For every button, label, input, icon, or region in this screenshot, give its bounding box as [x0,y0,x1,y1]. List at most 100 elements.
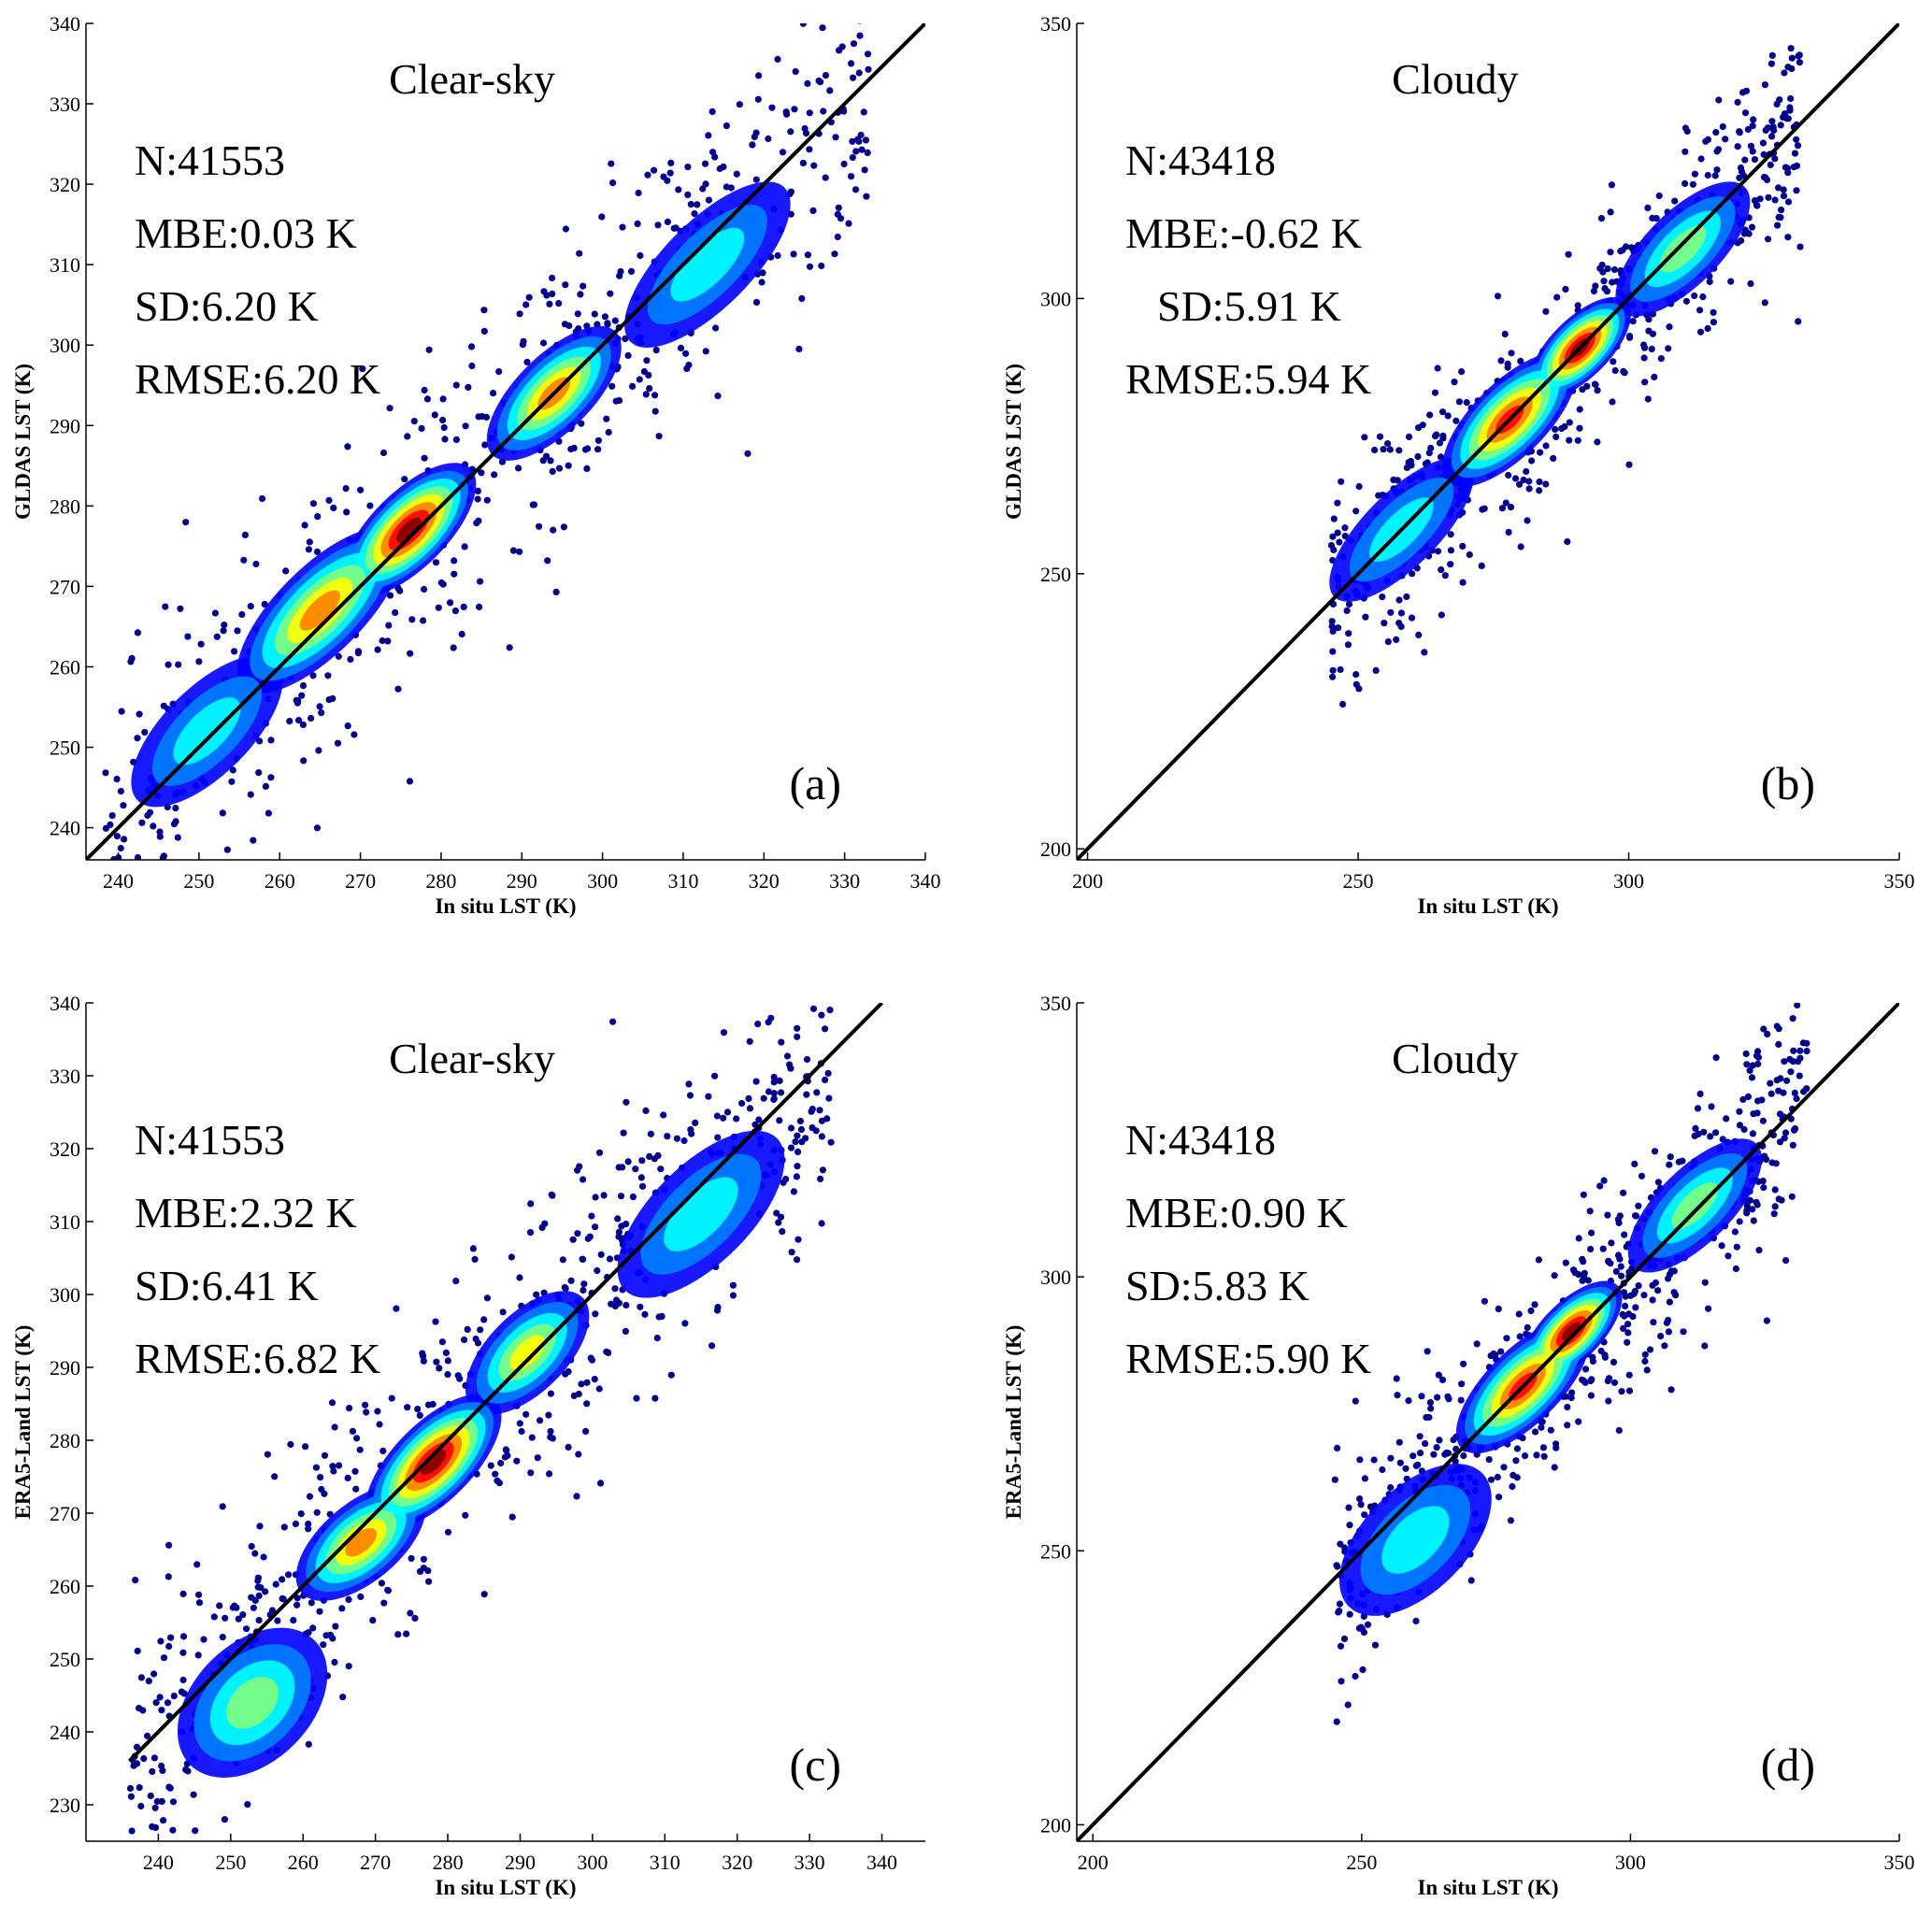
scatter-point [144,1732,151,1739]
scatter-point [200,1636,208,1643]
scatter-point [461,543,468,550]
scatter-point [1692,1124,1699,1132]
scatter-point [552,588,560,596]
y-tick-label: 330 [50,93,80,116]
scatter-point [1562,285,1569,293]
scatter-point [474,1339,482,1347]
scatter-point [140,908,147,914]
stat-line: RMSE:5.94 K [1125,355,1371,403]
x-tick-label: 200 [1078,1851,1109,1874]
scatter-point [1795,52,1802,60]
scatter-point [1551,1272,1558,1280]
scatter-point [221,1816,228,1823]
scatter-point [192,1827,199,1835]
scatter-point [802,129,810,137]
scatter-point [128,1827,136,1835]
scatter-point [1760,173,1768,181]
scatter-point [860,108,867,116]
scatter-point [425,1578,433,1585]
scatter-point [547,457,554,465]
scatter-point [1708,1103,1715,1110]
scatter-point [515,465,522,472]
scatter-point [359,365,366,373]
scatter-point [305,546,312,553]
scatter-point [380,1599,388,1607]
scatter-point [1654,1179,1662,1186]
scatter-point [1509,1482,1516,1491]
scatter-point [1438,611,1445,619]
scatter-point [1527,1307,1535,1315]
scatter-point [664,177,671,184]
scatter-point [1535,1256,1542,1264]
x-tick-label: 250 [215,1851,246,1874]
scatter-point [1747,279,1754,288]
scatter-point [1439,435,1447,442]
scatter-point [160,1654,168,1662]
scatter-point [156,1694,164,1701]
scatter-point [149,1767,156,1775]
scatter-point [244,1801,251,1809]
scatter-point [356,1446,364,1453]
scatter-point [1764,1030,1771,1037]
scatter-point [513,1457,521,1465]
density-cluster [299,590,340,631]
scatter-point [1334,499,1341,507]
one-to-one-line [86,23,925,860]
scatter-point [705,196,713,204]
scatter-point [1619,1310,1626,1318]
scatter-point [1773,1022,1781,1030]
scatter-point [1763,1155,1770,1164]
scatter-point [1599,1245,1607,1252]
scatter-point [622,335,629,343]
scatter-point [651,408,659,415]
scatter-point [1330,515,1338,522]
scatter-point [506,644,513,651]
scatter-point [118,952,124,959]
scatter-point [1771,1203,1779,1210]
scatter-point [1433,1444,1440,1451]
scatter-point [423,395,431,403]
scatter-point [774,55,781,63]
scatter-point [1774,222,1782,229]
scatter-point [559,1256,566,1264]
scatter-point [770,1090,778,1097]
scatter-point [1596,1182,1604,1190]
scatter-point [131,930,137,937]
scatter-point [309,500,317,508]
scatter-point [238,610,246,619]
scatter-point [1334,529,1341,536]
scatter-point [1793,1094,1800,1103]
scatter-point [150,1670,158,1678]
scatter-point [132,1577,139,1584]
scatter-point [378,1580,385,1587]
scatter-point [1768,1159,1776,1166]
scatter-point [1788,971,1795,978]
scatter-point [418,424,425,432]
scatter-panel-a: 240 250 260 270 280 290 300 310 320 330 340 240 250 2… [11,12,941,959]
scatter-point [712,324,720,332]
scatter-point [651,392,659,399]
scatter-point [803,1091,810,1098]
scatter-point [1610,1358,1618,1366]
stat-line: RMSE:5.90 K [1125,1335,1371,1382]
y-tick-label: 290 [50,1356,80,1380]
scatter-point [464,1325,471,1333]
scatter-point [755,72,763,79]
scatter-point [1386,446,1394,453]
scatter-point [239,1611,247,1619]
scatter-point [1379,593,1386,601]
scatter-point [1794,1003,1801,1009]
scatter-point [1775,1040,1782,1048]
y-tick-label: 300 [50,1283,80,1307]
stat-line: MBE:0.90 K [1125,1189,1348,1237]
scatter-point [122,907,129,913]
scatter-point [1603,288,1610,295]
scatter-point [1583,382,1591,390]
scatter-point [1340,1635,1349,1642]
scatter-point [309,672,317,679]
scatter-point [549,467,556,475]
scatter-point [1803,1048,1810,1055]
scatter-point [788,1249,795,1256]
scatter-point [429,1400,436,1408]
scatter-point [758,279,766,286]
